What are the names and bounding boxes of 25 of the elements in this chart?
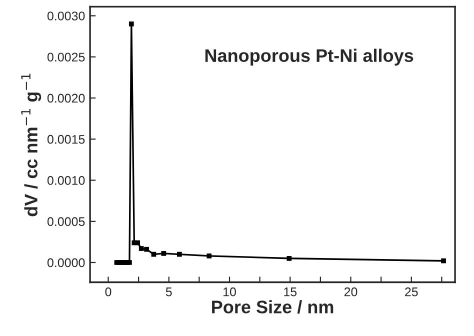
- y-tick-label: 0.0025: [47, 52, 85, 62]
- annotation: Nanoporous Pt-Ni alloys: [205, 48, 414, 66]
- x-tick-label: 25: [405, 287, 418, 296]
- point: [176, 252, 182, 257]
- x-tick-label: 10: [224, 287, 236, 296]
- x-tick-label: 20: [344, 287, 358, 296]
- point: [144, 246, 149, 252]
- x-tick-label: 0: [105, 287, 112, 296]
- point: [206, 253, 212, 258]
- y-tick-label: 0.0015: [47, 134, 85, 144]
- point: [138, 246, 144, 251]
- x-tick-label: 15: [284, 288, 297, 296]
- point: [128, 22, 134, 26]
- y-tick-label: 0.0010: [47, 176, 85, 185]
- point: [135, 240, 140, 246]
- y-tick-label: 0.0005: [47, 217, 85, 226]
- x-axis-title: Pore Size / nm: [212, 300, 334, 314]
- y-tick-label: 0.0000: [47, 258, 85, 268]
- x-tick-label: 5: [166, 288, 172, 296]
- point: [441, 258, 446, 264]
- y-tick-label: 0.0020: [47, 94, 85, 103]
- point: [286, 256, 292, 261]
- y-axis-title: dV / cc nm$^{−1}$ g$^{−1}$: [21, 74, 42, 216]
- point: [161, 251, 166, 256]
- y-tick-label: 0.0030: [47, 12, 85, 20]
